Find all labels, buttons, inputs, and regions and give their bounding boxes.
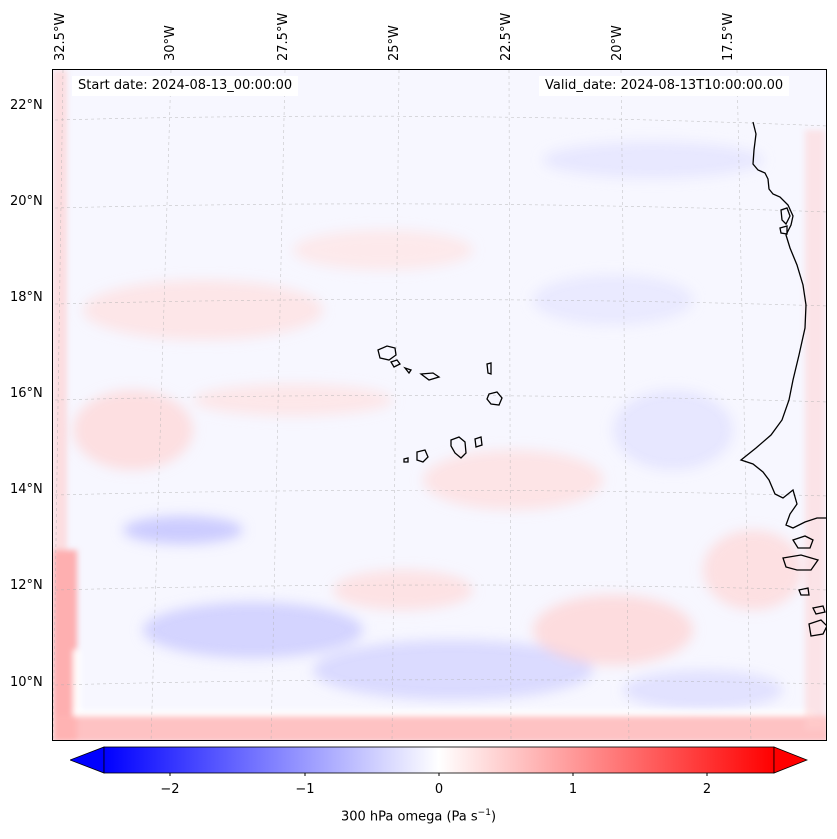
lat-label: 12°N bbox=[10, 578, 43, 593]
lat-label: 16°N bbox=[10, 386, 43, 401]
lat-label: 20°N bbox=[10, 194, 43, 209]
lon-label: 25°W bbox=[387, 25, 402, 61]
lat-label: 22°N bbox=[10, 98, 43, 113]
coastlines bbox=[377, 121, 826, 637]
colorbar-tick-label: −2 bbox=[160, 782, 180, 797]
colorbar-tick-label: −1 bbox=[295, 782, 315, 797]
colorbar-ticks bbox=[169, 773, 708, 776]
colorbar-tick-label: 2 bbox=[702, 782, 712, 797]
omega-field bbox=[73, 142, 803, 710]
colorbar bbox=[70, 746, 808, 776]
colorbar-label: 300 hPa omega (Pa s−1) bbox=[0, 808, 837, 824]
colorbar-tick-label: 0 bbox=[434, 782, 444, 797]
colorbar-label-end: ) bbox=[490, 809, 497, 825]
colorbar-extend-max bbox=[773, 746, 808, 774]
start-date-label: Start date: 2024-08-13_00:00:00 bbox=[72, 76, 299, 96]
colorbar-label-main: 300 hPa omega (Pa s bbox=[340, 809, 478, 825]
lon-label: 17.5°W bbox=[721, 12, 736, 61]
lon-label: 30°W bbox=[163, 25, 178, 61]
map-panel bbox=[52, 69, 827, 741]
lat-label: 18°N bbox=[10, 290, 43, 305]
colorbar-tick-label: 1 bbox=[568, 782, 578, 797]
omega-map bbox=[53, 70, 826, 740]
graticule bbox=[53, 70, 826, 740]
lat-label: 14°N bbox=[10, 482, 43, 497]
lat-label: 10°N bbox=[10, 675, 43, 690]
colorbar-extend-min bbox=[70, 746, 105, 774]
boundary-frame bbox=[53, 70, 826, 740]
valid-date-label: Valid_date: 2024-08-13T10:00:00.00 bbox=[539, 76, 790, 96]
colorbar-label-sup: −1 bbox=[477, 808, 491, 818]
lon-label: 20°W bbox=[610, 25, 625, 61]
colorbar-body bbox=[103, 746, 775, 774]
lon-label: 27.5°W bbox=[276, 12, 291, 61]
lon-label: 22.5°W bbox=[499, 12, 514, 61]
lon-label: 32.5°W bbox=[53, 12, 68, 61]
